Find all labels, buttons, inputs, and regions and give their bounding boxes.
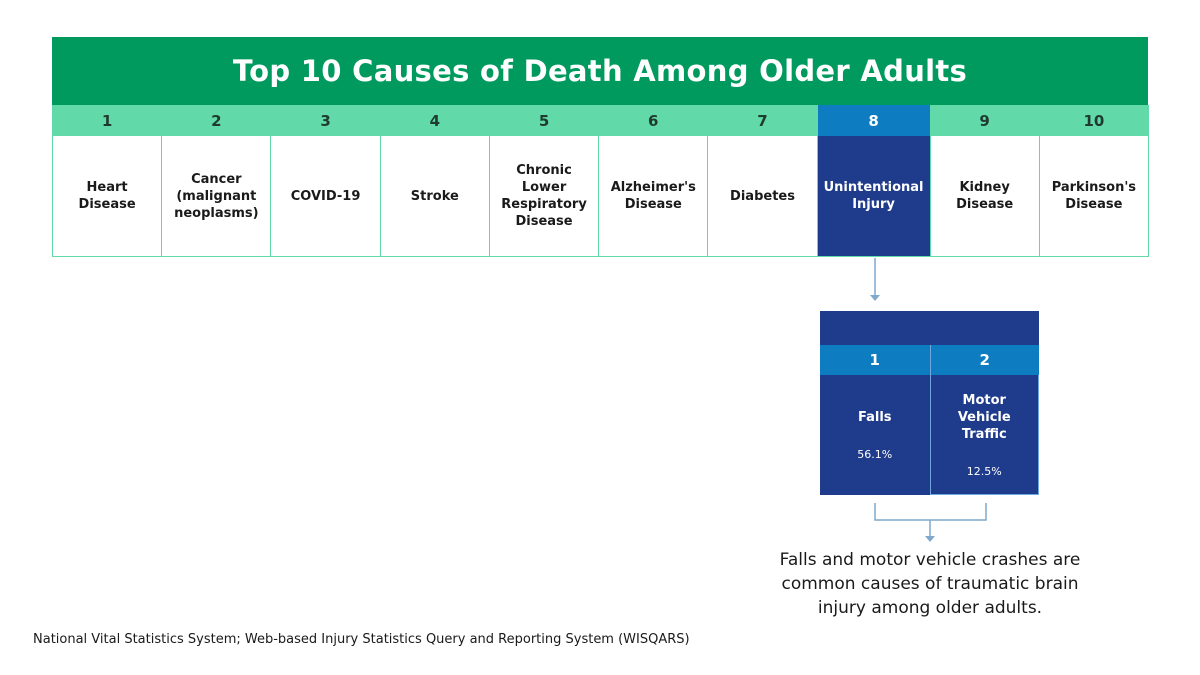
cause-rank: 7	[708, 105, 817, 136]
cause-rank: 3	[271, 105, 380, 136]
cause-name: Alzheimer's Disease	[599, 136, 708, 256]
cause-rank: 9	[930, 105, 1039, 136]
cause-name: COVID-19	[271, 136, 380, 256]
cause-column-2: 2 Cancer (malignant neoplasms)	[162, 105, 272, 257]
cause-column-9: 9 Kidney Disease	[930, 105, 1040, 257]
cause-name: Chronic Lower Respiratory Disease	[489, 136, 599, 256]
breakdown-column-1: 1 Falls 56.1%	[820, 345, 930, 495]
cause-rank: 5	[489, 105, 599, 136]
cause-name: Parkinson's Disease	[1039, 136, 1148, 256]
breakdown-rank: 2	[930, 345, 1039, 375]
breakdown-name: Falls	[857, 410, 892, 425]
breakdown-column-2: 2 Motor Vehicle Traffic 12.5%	[929, 345, 1039, 495]
cause-rank: 8	[817, 105, 930, 136]
cause-name: Heart Disease	[53, 136, 162, 256]
causes-table: 1 Heart Disease 2 Cancer (malignant neop…	[52, 105, 1149, 257]
cause-column-4: 4 Stroke	[380, 105, 490, 257]
cause-column-8-highlighted: 8 Unintentional Injury	[817, 105, 931, 257]
cause-name: Stroke	[380, 136, 489, 256]
page-title: Top 10 Causes of Death Among Older Adult…	[232, 54, 968, 88]
title-banner: Top 10 Causes of Death Among Older Adult…	[52, 37, 1148, 105]
breakdown-name: Motor Vehicle Traffic	[957, 392, 1011, 442]
cause-column-10: 10 Parkinson's Disease	[1039, 105, 1149, 257]
cause-name: Kidney Disease	[930, 136, 1039, 256]
cause-name: Diabetes	[708, 136, 817, 256]
breakdown-percent: 56.1%	[857, 448, 893, 461]
source-note: National Vital Statistics System; Web-ba…	[33, 632, 690, 647]
cause-rank: 2	[162, 105, 271, 136]
cause-rank: 6	[599, 105, 708, 136]
cause-column-5: 5 Chronic Lower Respiratory Disease	[489, 105, 600, 257]
cause-column-6: 6 Alzheimer's Disease	[599, 105, 709, 257]
cause-name: Cancer (malignant neoplasms)	[162, 136, 271, 256]
cause-rank: 1	[53, 105, 162, 136]
cause-column-7: 7 Diabetes	[708, 105, 818, 257]
bracket-connector	[874, 503, 987, 521]
cause-column-3: 3 COVID-19	[271, 105, 381, 257]
cause-name: Unintentional Injury	[817, 136, 930, 256]
cause-rank: 4	[380, 105, 489, 136]
breakdown-percent: 12.5%	[966, 464, 1002, 478]
cause-column-1: 1 Heart Disease	[53, 105, 163, 257]
arrow-down-icon	[870, 295, 880, 301]
caption-text: Falls and motor vehicle crashes are comm…	[779, 550, 1081, 618]
injury-breakdown-box: 1 Falls 56.1% 2 Motor Vehicle Traffic 12…	[820, 311, 1039, 495]
arrow-down-icon	[925, 536, 935, 542]
breakdown-rank: 1	[820, 345, 930, 375]
breakdown-header	[820, 311, 1039, 345]
cause-rank: 10	[1039, 105, 1148, 136]
